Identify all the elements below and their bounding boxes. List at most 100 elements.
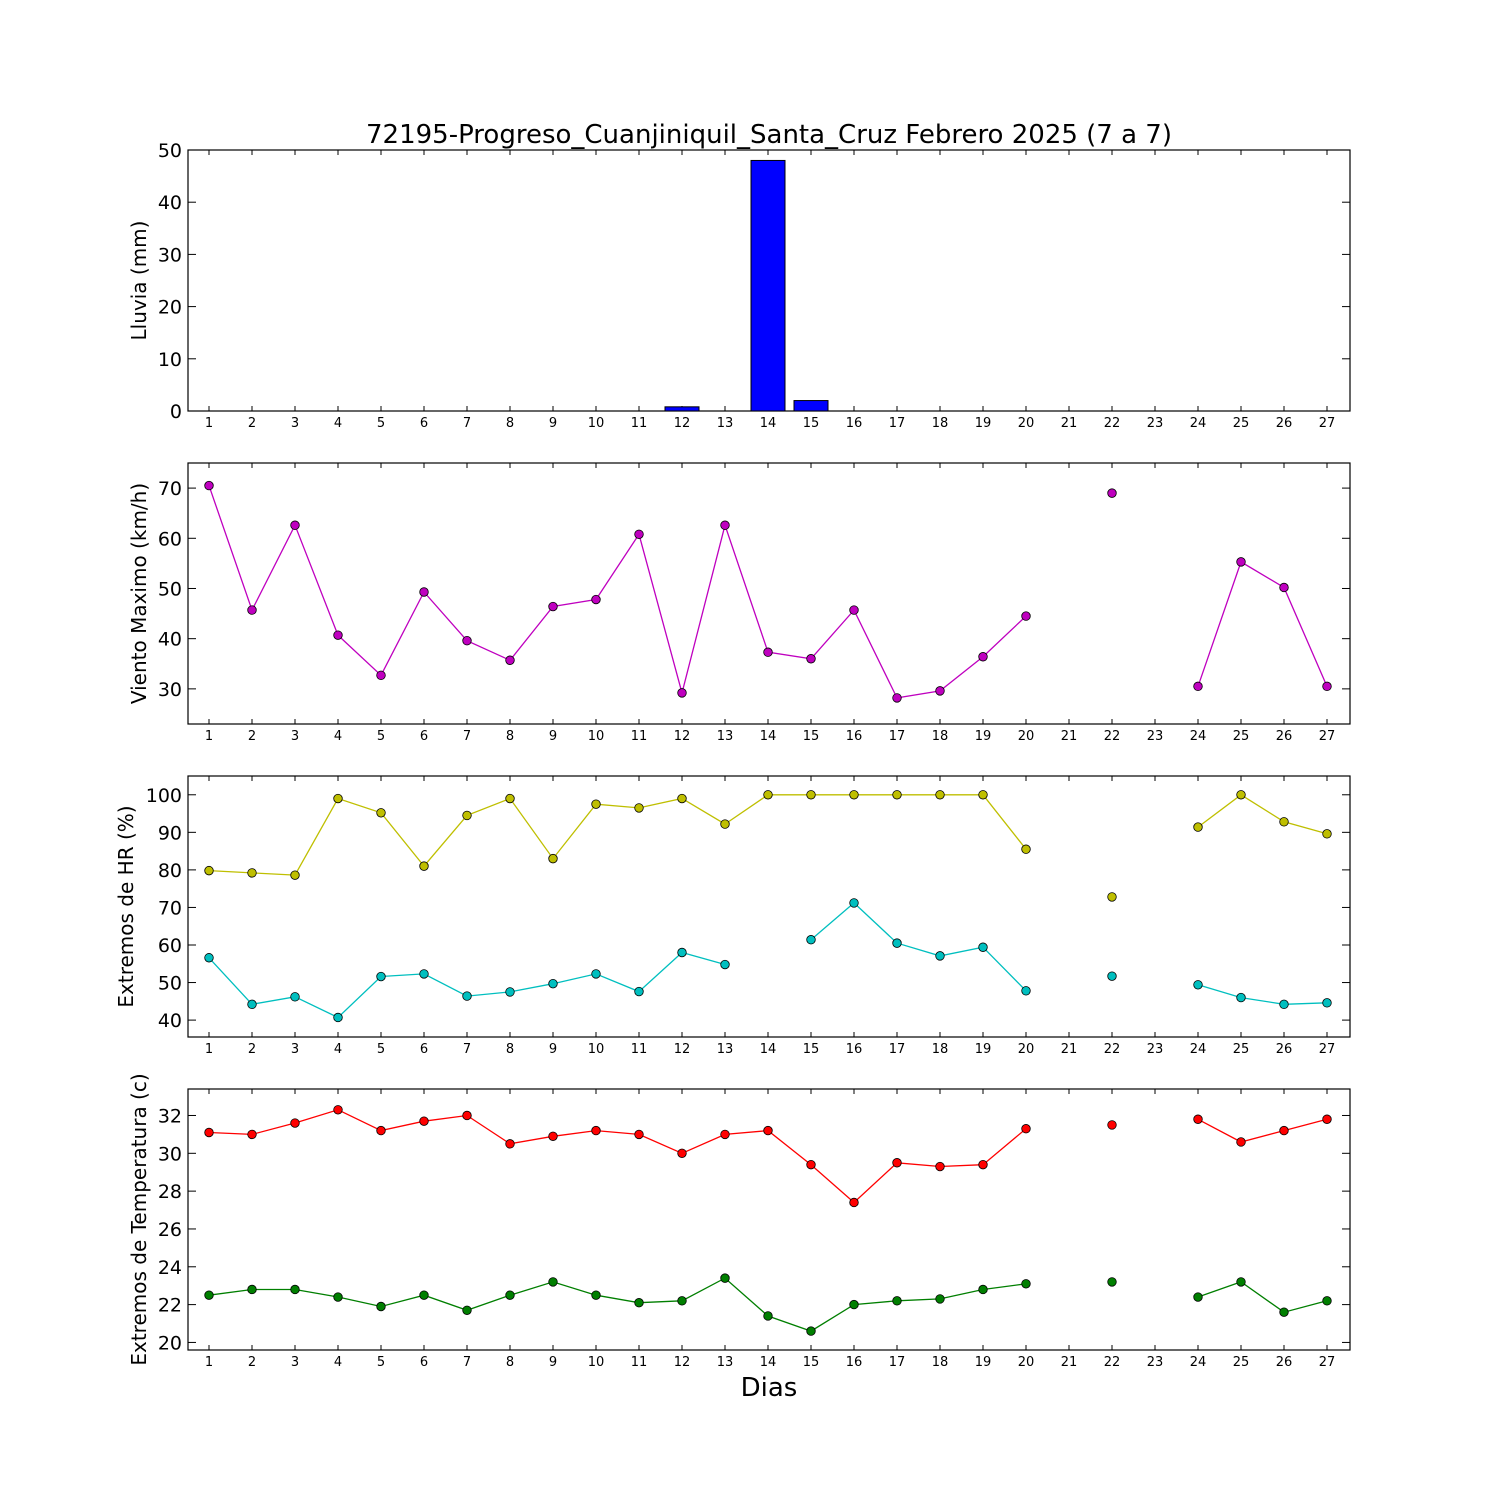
y-tick-label: 0 bbox=[170, 401, 182, 423]
y-tick-label: 30 bbox=[158, 1143, 182, 1165]
data-point bbox=[376, 670, 386, 681]
data-point bbox=[333, 1012, 343, 1023]
x-tick-label: 15 bbox=[803, 1042, 820, 1057]
data-point bbox=[1107, 488, 1117, 498]
x-tick-label: 16 bbox=[846, 1042, 863, 1057]
x-tick-label: 10 bbox=[588, 1042, 605, 1057]
y-tick-label: 28 bbox=[158, 1181, 182, 1203]
y-tick-label: 70 bbox=[158, 478, 182, 500]
x-tick-label: 14 bbox=[760, 416, 777, 431]
x-tick-label: 20 bbox=[1018, 1042, 1035, 1057]
x-tick-label: 6 bbox=[420, 1042, 428, 1057]
data-point bbox=[1193, 822, 1203, 832]
data-point bbox=[419, 1290, 429, 1300]
x-tick-label: 9 bbox=[549, 1042, 557, 1057]
x-tick-label: 27 bbox=[1319, 1042, 1336, 1057]
series-line-2 bbox=[208, 902, 1328, 1019]
y-tick-label: 50 bbox=[158, 973, 182, 995]
data-point bbox=[1322, 681, 1332, 692]
data-point bbox=[978, 1284, 988, 1295]
x-tick-label: 11 bbox=[631, 416, 648, 431]
x-tick-label: 3 bbox=[291, 1042, 299, 1057]
x-axis-label: Dias bbox=[741, 1373, 798, 1403]
data-point bbox=[677, 688, 687, 698]
x-tick-label: 9 bbox=[549, 1355, 557, 1370]
data-point bbox=[935, 686, 945, 696]
x-tick-label: 2 bbox=[248, 1042, 256, 1057]
data-point bbox=[1322, 1296, 1332, 1306]
data-point bbox=[419, 1116, 429, 1126]
data-point bbox=[935, 790, 945, 800]
x-tick-label: 22 bbox=[1104, 416, 1121, 431]
data-point bbox=[935, 1294, 945, 1304]
data-point bbox=[935, 1161, 945, 1172]
x-tick-label: 27 bbox=[1319, 1355, 1336, 1370]
x-tick-label: 21 bbox=[1061, 1355, 1078, 1370]
x-tick-label: 18 bbox=[932, 729, 949, 744]
data-point bbox=[978, 652, 988, 662]
x-tick-label: 20 bbox=[1018, 1355, 1035, 1370]
data-point bbox=[1021, 844, 1031, 854]
data-point bbox=[505, 655, 515, 665]
data-point bbox=[290, 1118, 300, 1128]
data-point bbox=[333, 1105, 343, 1115]
x-tick-label: 4 bbox=[334, 416, 342, 431]
x-tick-label: 10 bbox=[588, 729, 605, 744]
panel-frame bbox=[187, 462, 1351, 725]
x-tick-label: 26 bbox=[1276, 729, 1293, 744]
data-point bbox=[849, 790, 859, 800]
data-point bbox=[1021, 986, 1031, 996]
data-point bbox=[763, 647, 773, 657]
panel-frame bbox=[187, 775, 1351, 1038]
x-tick-label: 15 bbox=[803, 1355, 820, 1370]
data-point bbox=[1107, 1277, 1117, 1287]
data-point bbox=[763, 790, 773, 800]
x-tick-label: 7 bbox=[463, 1042, 471, 1057]
data-point bbox=[720, 520, 730, 530]
data-point bbox=[462, 635, 472, 646]
data-point bbox=[204, 953, 214, 963]
data-point bbox=[376, 808, 386, 818]
data-point bbox=[333, 793, 343, 804]
y-tick-label: 24 bbox=[158, 1257, 182, 1279]
data-point bbox=[419, 861, 429, 871]
series-line-1 bbox=[208, 1109, 1328, 1204]
x-tick-label: 2 bbox=[248, 729, 256, 744]
data-point bbox=[591, 1290, 601, 1300]
data-point bbox=[720, 1273, 730, 1283]
data-point bbox=[1193, 681, 1203, 692]
data-point bbox=[720, 1129, 730, 1140]
data-point bbox=[247, 1129, 257, 1140]
data-point bbox=[548, 1277, 558, 1287]
data-point bbox=[462, 991, 472, 1001]
x-tick-label: 6 bbox=[420, 729, 428, 744]
y-tick-label: 90 bbox=[158, 822, 182, 844]
data-point bbox=[290, 1284, 300, 1295]
x-tick-label: 17 bbox=[889, 1042, 906, 1057]
x-tick-label: 12 bbox=[674, 416, 691, 431]
x-tick-label: 6 bbox=[420, 1355, 428, 1370]
data-point bbox=[1236, 790, 1246, 800]
x-tick-label: 23 bbox=[1147, 1355, 1164, 1370]
x-tick-label: 9 bbox=[549, 729, 557, 744]
data-point bbox=[1107, 971, 1117, 981]
data-point bbox=[935, 951, 945, 961]
data-point bbox=[1107, 1120, 1117, 1130]
x-tick-label: 19 bbox=[975, 729, 992, 744]
data-point bbox=[806, 654, 816, 664]
data-point bbox=[505, 793, 515, 804]
x-tick-label: 11 bbox=[631, 729, 648, 744]
data-point bbox=[1279, 1125, 1289, 1136]
data-point bbox=[634, 1298, 644, 1308]
data-point bbox=[1236, 1137, 1246, 1147]
data-point bbox=[1279, 999, 1289, 1010]
x-tick-label: 5 bbox=[377, 1042, 385, 1057]
x-tick-label: 5 bbox=[377, 416, 385, 431]
y-tick-label: 80 bbox=[158, 860, 182, 882]
y-tick-label: 40 bbox=[158, 192, 182, 214]
data-point bbox=[462, 1110, 472, 1121]
data-point bbox=[1322, 998, 1332, 1008]
chart-title: 72195-Progreso_Cuanjiniquil_Santa_Cruz F… bbox=[366, 120, 1172, 150]
data-point bbox=[1279, 1307, 1289, 1317]
